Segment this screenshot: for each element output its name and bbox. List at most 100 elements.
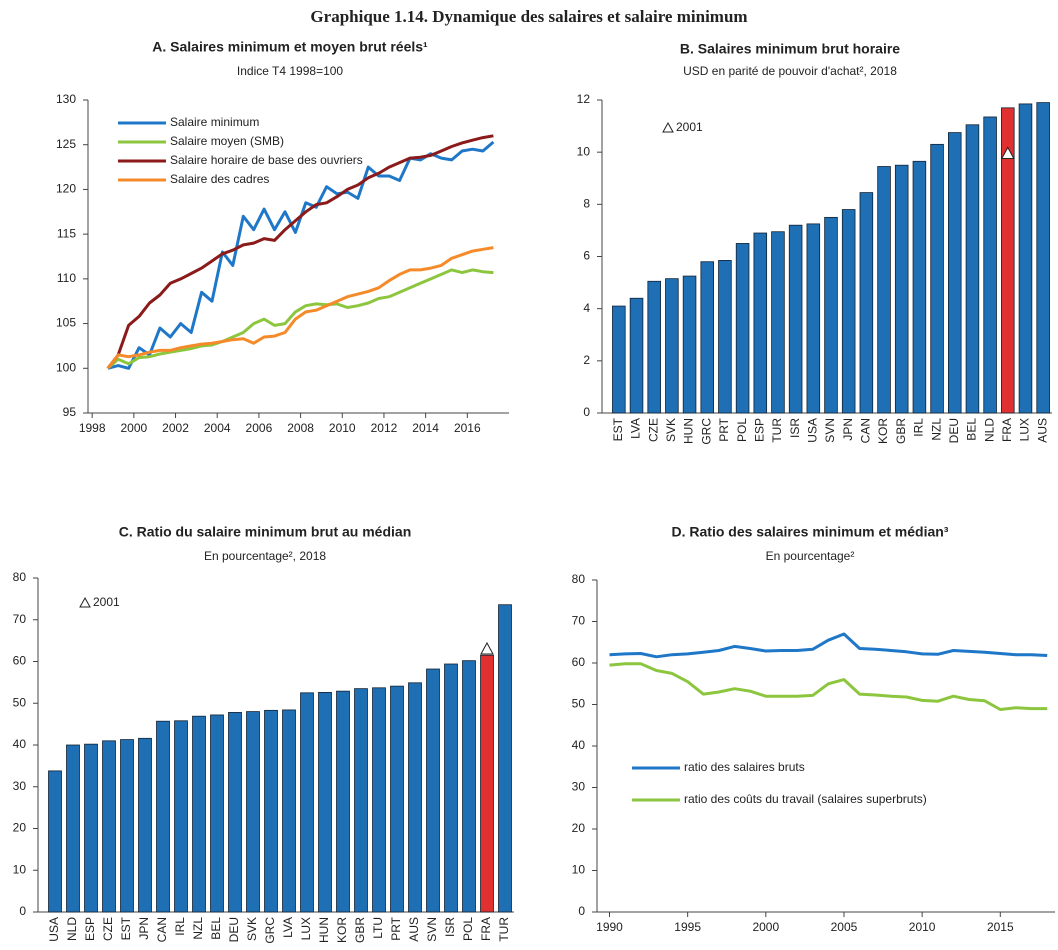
- x-tick-label: FRA: [479, 917, 493, 941]
- bar: [408, 682, 422, 913]
- y-tick-label: 125: [56, 137, 76, 151]
- x-tick-label: BEL: [209, 917, 223, 940]
- bar: [444, 663, 458, 913]
- bar: [629, 297, 644, 414]
- x-tick-label: AUS: [407, 917, 421, 942]
- y-tick-label: 12: [577, 92, 591, 106]
- bar: [372, 687, 386, 913]
- y-tick-label: 20: [572, 821, 586, 835]
- x-tick-label: 2000: [120, 421, 147, 435]
- bar: [859, 192, 874, 414]
- x-tick-label: GRC: [263, 917, 277, 944]
- y-tick-label: 4: [583, 301, 590, 315]
- x-tick-label: SVK: [245, 917, 259, 941]
- y-tick-label: 105: [56, 316, 76, 330]
- y-tick-label: 30: [13, 779, 27, 793]
- x-tick-label: TUR: [497, 917, 511, 942]
- x-tick-label: 2014: [412, 421, 439, 435]
- chart-subtitle: En pourcentage²: [766, 549, 855, 563]
- bar: [84, 743, 98, 913]
- x-tick-label: HUN: [682, 418, 696, 444]
- y-tick-label: 30: [572, 780, 586, 794]
- bar: [66, 744, 80, 913]
- x-tick-label: EST: [119, 916, 133, 940]
- bar: [682, 275, 697, 414]
- bar: [700, 261, 715, 414]
- x-tick-label: LUX: [299, 917, 313, 940]
- x-tick-label: JPN: [137, 917, 151, 940]
- x-tick-label: NZL: [191, 917, 205, 940]
- y-tick-label: 110: [57, 271, 76, 285]
- bar: [300, 692, 314, 913]
- bar: [336, 690, 350, 913]
- bar: [930, 143, 944, 414]
- x-tick-label: CZE: [101, 917, 115, 941]
- x-tick-label: POL: [461, 917, 475, 941]
- x-tick-label: GRC: [699, 418, 713, 445]
- x-tick-label: ISR: [788, 418, 802, 438]
- bar: [462, 660, 476, 913]
- y-tick-label: 120: [56, 182, 76, 196]
- y-tick-label: 50: [572, 697, 586, 711]
- y-tick-label: 40: [572, 738, 586, 752]
- x-tick-label: CAN: [155, 917, 169, 942]
- x-tick-label: LUX: [1018, 418, 1032, 441]
- x-tick-label: 1990: [596, 920, 623, 934]
- x-tick-label: JPN: [841, 418, 855, 441]
- bar: [912, 160, 927, 414]
- bar: [174, 720, 188, 913]
- y-tick-label: 0: [583, 405, 590, 419]
- x-tick-label: AUS: [1035, 418, 1049, 443]
- bar: [228, 712, 242, 913]
- bar: [947, 132, 962, 414]
- x-tick-label: DEU: [947, 418, 961, 443]
- bar: [1001, 107, 1015, 414]
- y-tick-label: 130: [56, 92, 76, 106]
- legend-label: Salaire horaire de base des ouvriers: [170, 153, 363, 167]
- x-tick-label: BEL: [965, 418, 979, 441]
- x-tick-label: SVN: [425, 917, 439, 942]
- x-tick-label: NLD: [982, 418, 996, 442]
- x-tick-label: 2000: [752, 920, 779, 934]
- y-tick-label: 10: [572, 863, 586, 877]
- bar: [210, 714, 224, 913]
- x-tick-label: NLD: [65, 917, 79, 941]
- series-line: [609, 662, 1048, 711]
- x-tick-label: TUR: [770, 418, 784, 443]
- marker-2001: [1000, 146, 1015, 159]
- x-tick-label: HUN: [317, 917, 331, 943]
- x-tick-label: PRT: [717, 417, 731, 441]
- x-tick-label: 2006: [246, 421, 273, 435]
- bar: [426, 668, 440, 913]
- x-tick-label: PRT: [389, 916, 403, 940]
- x-tick-label: USA: [805, 418, 819, 443]
- y-tick-label: 80: [572, 572, 586, 586]
- bar: [806, 223, 821, 414]
- x-tick-label: SVN: [823, 418, 837, 443]
- chart-title: B. Salaires minimum brut horaire: [680, 41, 900, 57]
- bar: [841, 209, 856, 414]
- x-tick-label: SVK: [664, 418, 678, 442]
- bar: [1018, 103, 1033, 414]
- legend-label: Salaire minimum: [170, 115, 259, 129]
- bar: [718, 260, 732, 414]
- y-tick-label: 50: [13, 695, 27, 709]
- x-tick-label: KOR: [335, 917, 349, 943]
- bar: [156, 720, 170, 913]
- legend-triangle: [662, 121, 674, 133]
- chart-title: C. Ratio du salaire minimum brut au médi…: [119, 524, 412, 540]
- bar: [48, 770, 62, 913]
- y-tick-label: 60: [13, 654, 27, 668]
- chart-title: A. Salaires minimum et moyen brut réels¹: [152, 39, 428, 55]
- chart-subtitle: USD en parité de pouvoir d'achat², 2018: [683, 64, 897, 78]
- bar: [771, 231, 785, 414]
- bar: [647, 280, 661, 414]
- bar: [390, 685, 404, 913]
- bar: [318, 691, 332, 913]
- y-tick-label: 20: [13, 821, 27, 835]
- x-tick-label: 2012: [371, 421, 398, 435]
- bar: [246, 711, 260, 913]
- bar: [102, 740, 116, 913]
- y-tick-label: 8: [583, 197, 590, 211]
